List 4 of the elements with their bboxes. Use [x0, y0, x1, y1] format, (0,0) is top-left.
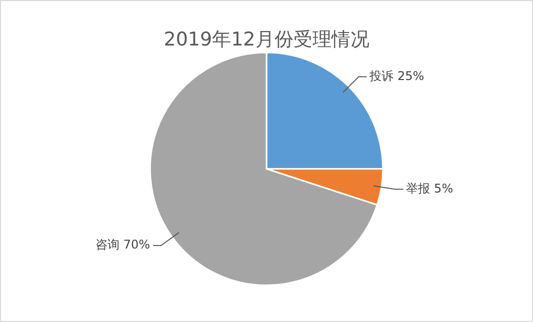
chart-title: 2019年12月份受理情况: [164, 28, 370, 50]
slice-label: 投诉 25%: [368, 68, 424, 83]
slice-label: 举报 5%: [406, 181, 454, 196]
slice-label: 咨询 70%: [96, 238, 150, 252]
